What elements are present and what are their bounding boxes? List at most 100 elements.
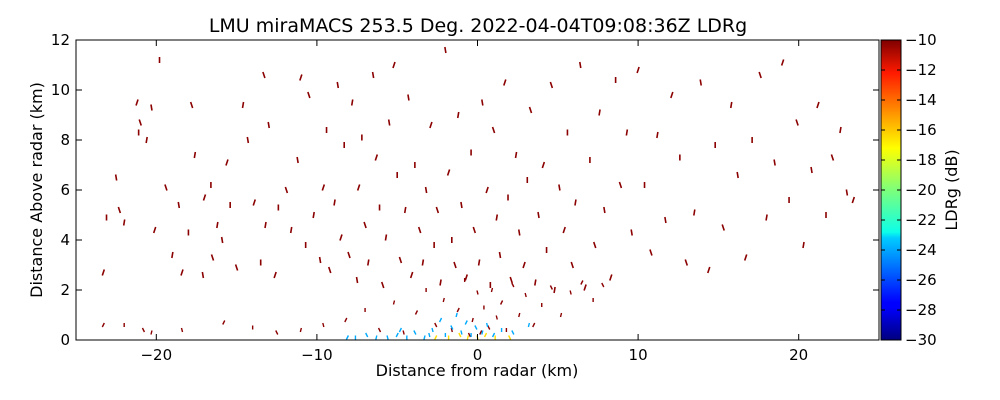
data-point [450,325,454,330]
data-point [511,282,515,288]
data-point [365,332,369,338]
data-point [603,206,606,214]
data-point [736,171,739,179]
data-point [684,259,689,266]
data-point [114,174,118,181]
data-point [816,101,820,109]
data-point [333,199,336,206]
data-point [450,327,453,333]
data-point [670,91,674,99]
y-tick-label: 0 [60,331,70,349]
data-point [446,169,451,176]
data-point [553,286,556,294]
colorbar-tick-label: −26 [905,271,937,289]
data-point [392,61,396,69]
data-point [625,129,629,136]
data-point [384,234,388,241]
data-point [117,206,122,214]
data-point [141,327,146,333]
data-point [453,261,457,269]
data-point [387,119,391,126]
data-point [299,327,303,333]
data-point [592,241,597,249]
data-point [413,330,417,335]
data-point [386,335,389,340]
data-point [649,249,653,256]
y-axis-label: Distance Above radar (km) [27,82,46,298]
data-point [122,219,126,226]
data-point [246,136,250,144]
data-point [524,292,527,298]
y-tick-label: 6 [60,181,70,199]
data-point [189,101,194,109]
data-point [177,201,181,209]
data-point [795,119,799,126]
data-point [839,126,842,134]
data-point [318,256,322,264]
data-point [464,320,468,325]
data-point [464,274,469,281]
data-point [145,136,148,144]
data-point [699,79,703,86]
data-point [322,322,325,328]
data-point [339,234,343,241]
data-point [444,46,447,54]
data-point [569,290,572,295]
data-point [558,184,561,191]
colorbar-tick-label: −16 [905,121,937,139]
data-point [299,74,303,81]
data-point [549,285,554,290]
data-point [234,264,239,271]
data-point [267,121,271,129]
data-point [574,199,577,206]
data-point [171,251,174,259]
data-point [456,307,460,313]
data-point [537,211,540,219]
data-point [743,254,748,261]
data-point [344,317,348,323]
data-point [498,251,502,259]
data-point [460,330,463,335]
data-point [481,99,484,106]
data-point [707,266,711,274]
data-point [466,335,470,340]
data-point [312,211,315,219]
data-point [729,101,733,109]
data-point [527,322,531,328]
data-point [495,214,499,221]
data-point [598,109,601,116]
data-point [429,121,433,129]
data-point [367,259,370,266]
data-point [150,330,153,335]
data-point [534,279,537,286]
data-point [327,266,332,274]
data-point [421,259,425,266]
data-point [481,330,484,335]
data-point [471,317,474,323]
colorbar-tick-label: −18 [905,151,937,169]
colorbar-tick-label: −24 [905,241,937,259]
data-point [474,325,478,330]
data-point [321,184,326,191]
x-tick-label: 0 [473,346,483,364]
plot-area [101,46,856,340]
data-point [402,330,405,335]
data-point [101,269,106,276]
data-point [518,312,521,318]
data-point [431,327,434,333]
data-point [152,226,157,234]
data-point [491,332,496,338]
colorbar-tick-label: −20 [905,181,937,199]
data-point [392,300,396,305]
data-point [491,126,496,134]
data-point [434,322,438,328]
colorbar-tick-label: −14 [905,91,937,109]
data-point [477,259,481,266]
data-point [485,322,489,328]
data-point [483,332,488,338]
colorbar-tick-label: −10 [905,31,937,49]
data-point [289,226,293,234]
data-point [472,226,477,234]
data-point [570,261,575,269]
colorbar-ticks: −10 −12 −14 −16 −18 −20 −22 −24 −26 −28 −30 [881,31,937,349]
